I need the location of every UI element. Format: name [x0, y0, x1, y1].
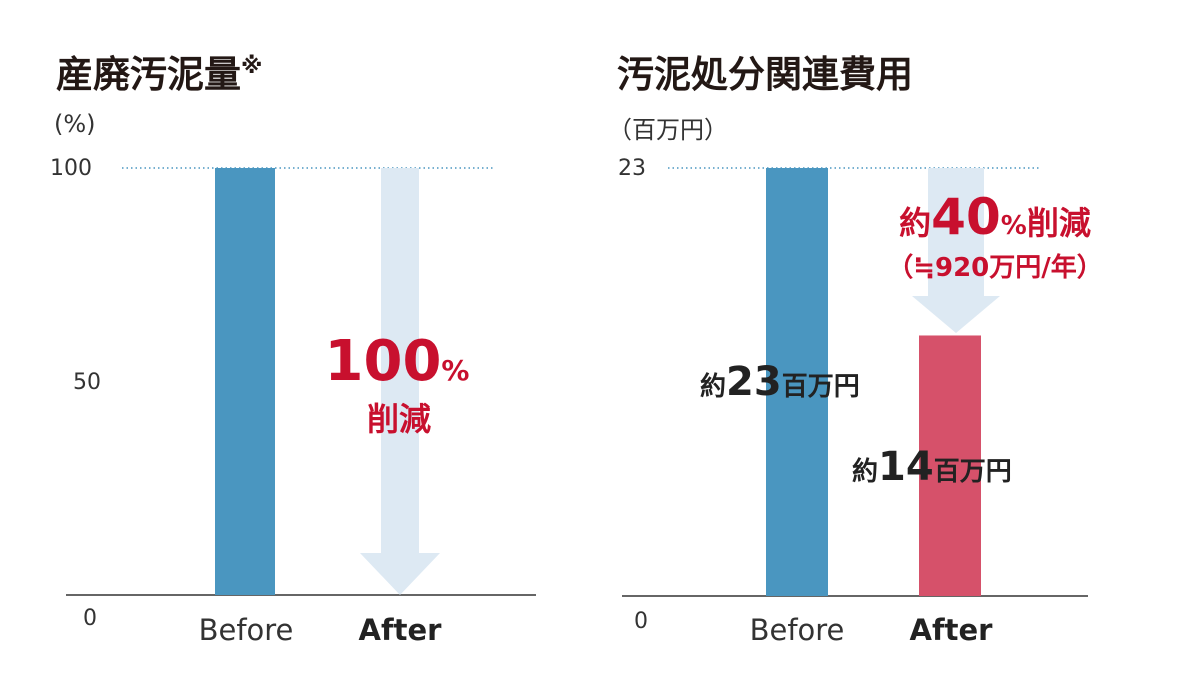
reduction-note: （≒920万円/年） [887, 252, 1103, 283]
bar-after [919, 335, 981, 596]
chart-right: 汚泥処分関連費用 （百万円） 23 0 Before After 約23百万円 … [560, 0, 1179, 699]
y-tick-100: 100 [50, 156, 92, 181]
data-label-after-value: 14 [878, 444, 934, 490]
x-label-after: After [910, 613, 994, 647]
data-label-after-unit: 百万円 [934, 457, 1012, 487]
data-label-before-prefix: 約 [700, 371, 726, 402]
reduction-arrow [360, 168, 440, 595]
reduction-label: 100% [325, 329, 470, 394]
x-label-before: Before [199, 613, 294, 647]
x-label-after: After [359, 613, 443, 647]
data-label-before-value: 23 [726, 359, 782, 405]
chart-title-text: 産廃汚泥量 [56, 53, 241, 96]
reduction-unit: % [1001, 211, 1027, 241]
y-axis-unit: （百万円） [608, 116, 728, 144]
y-tick-0: 0 [634, 609, 648, 634]
y-tick-23: 23 [618, 156, 646, 181]
chart-right-plot: 23 0 Before After 約23百万円 約14百万円 約40%削減 （… [618, 156, 1103, 647]
chart-left-plot: 100 50 0 Before After 100% 削減 [50, 156, 536, 647]
chart-left: 産廃汚泥量※ (%) 100 50 0 Before After 100% 削減 [0, 0, 560, 699]
reduction-sub: 削減 [367, 400, 431, 438]
bar-before [215, 168, 275, 595]
data-label-after: 約14百万円 [852, 444, 1012, 490]
data-label-before: 約23百万円 [700, 359, 860, 405]
y-tick-0: 0 [83, 606, 97, 631]
y-axis-unit: (%) [54, 110, 96, 138]
chart-title: 産廃汚泥量※ [56, 44, 262, 98]
reduction-prefix: 約 [899, 204, 931, 242]
reduction-label: 約40%削減 [899, 188, 1091, 246]
reduction-arrow [912, 168, 1000, 333]
reduction-value: 100 [325, 329, 442, 394]
chart-title-mark: ※ [241, 54, 263, 79]
y-tick-50: 50 [73, 370, 101, 395]
reduction-value: 40 [931, 188, 1001, 246]
x-label-before: Before [750, 613, 845, 647]
data-label-after-prefix: 約 [852, 456, 878, 487]
reduction-unit: % [441, 354, 469, 387]
bar-before [766, 168, 828, 596]
data-label-before-unit: 百万円 [782, 372, 860, 402]
reduction-sub: 削減 [1027, 204, 1091, 242]
chart-title: 汚泥処分関連費用 [617, 53, 913, 96]
